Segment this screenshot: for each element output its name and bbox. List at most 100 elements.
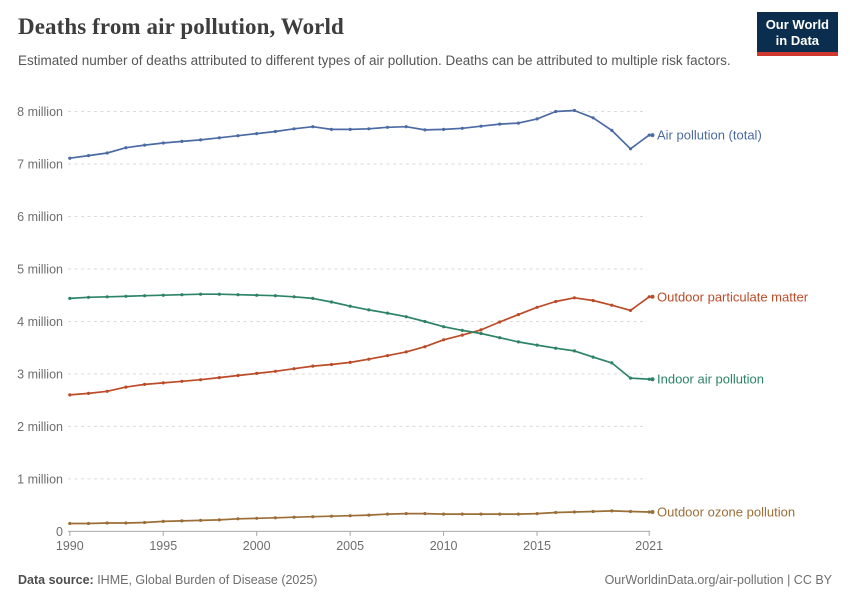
data-point — [143, 143, 147, 147]
series-line-outdoor-ozone-pollution — [68, 510, 651, 525]
data-point — [292, 367, 296, 371]
label-dot — [650, 294, 655, 299]
data-point — [236, 134, 240, 138]
data-point — [329, 127, 334, 131]
data-point — [255, 516, 259, 520]
data-point — [255, 132, 259, 136]
data-point — [161, 293, 165, 297]
y-tick-label: 4 million — [17, 315, 63, 329]
data-point — [554, 109, 558, 114]
data-point — [180, 519, 184, 523]
data-point — [329, 362, 334, 367]
data-point — [329, 514, 334, 518]
data-point — [442, 512, 446, 516]
label-dot — [650, 509, 655, 514]
owid-logo: Our World in Data — [756, 12, 838, 57]
data-point — [535, 117, 539, 121]
data-point — [86, 391, 91, 395]
data-point — [124, 146, 128, 150]
data-point — [68, 296, 72, 300]
y-tick-label: 1 million — [17, 472, 63, 486]
data-point — [628, 147, 633, 151]
chart-footer: Data source: IHME, Global Burden of Dise… — [18, 573, 832, 587]
owid-logo-line2: in Data — [775, 32, 820, 48]
data-point — [255, 371, 259, 375]
data-point — [217, 136, 221, 140]
data-point — [610, 303, 614, 307]
data-point — [199, 292, 203, 296]
data-point — [273, 129, 277, 134]
x-tick-label: 2010 — [430, 539, 458, 553]
data-point — [572, 108, 577, 113]
data-point — [105, 151, 109, 155]
data-point — [161, 519, 165, 524]
data-point — [516, 313, 521, 317]
data-point — [367, 308, 371, 312]
data-point — [86, 295, 91, 299]
data-point — [367, 127, 371, 131]
data-point — [516, 121, 521, 125]
data-point — [460, 512, 464, 516]
series-label-total: Air pollution (total) — [657, 128, 762, 143]
data-point — [385, 512, 390, 516]
x-tick-label: 2000 — [243, 539, 271, 553]
data-point — [161, 141, 165, 145]
data-point — [105, 389, 109, 393]
data-point — [479, 124, 483, 128]
data-point — [591, 298, 595, 303]
data-point — [404, 315, 408, 319]
data-point — [105, 521, 109, 525]
data-point — [124, 294, 128, 298]
series-label-indoor-air-pollution: Indoor air pollution — [657, 372, 764, 387]
data-point — [591, 116, 595, 120]
data-point — [498, 122, 502, 126]
data-point — [498, 320, 502, 324]
data-point — [479, 328, 483, 332]
data-source-note: Data source: IHME, Global Burden of Dise… — [18, 573, 317, 587]
data-point — [143, 382, 147, 386]
chart-subtitle: Estimated number of deaths attributed to… — [18, 53, 731, 68]
data-point — [479, 512, 483, 516]
data-point — [311, 515, 315, 519]
data-point — [516, 512, 521, 516]
data-point — [292, 515, 296, 519]
owid-logo-line1: Our World — [765, 17, 829, 32]
y-tick-label: 8 million — [17, 105, 63, 119]
data-point — [591, 355, 595, 359]
data-point — [498, 336, 502, 340]
data-point — [554, 299, 558, 304]
data-point — [404, 125, 408, 129]
data-point — [86, 521, 91, 526]
data-point — [161, 381, 165, 385]
data-point — [460, 328, 464, 332]
data-point — [348, 304, 352, 308]
data-point — [479, 331, 483, 336]
data-point — [385, 354, 390, 358]
data-point — [385, 125, 390, 129]
data-point — [348, 514, 352, 518]
data-point — [68, 393, 72, 397]
data-point — [572, 349, 577, 353]
data-point — [423, 128, 427, 132]
data-point — [423, 511, 427, 516]
series-outdoor-particulate-matter: Outdoor particulate matter — [68, 289, 809, 397]
data-point — [217, 376, 221, 380]
data-point — [460, 126, 464, 130]
data-point — [292, 127, 296, 131]
data-point — [292, 295, 296, 299]
data-point — [199, 378, 203, 382]
data-point — [404, 350, 408, 354]
series-line-outdoor-particulate-matter — [68, 295, 651, 396]
y-gridlines: 8 million 7 million 6 million 5 million 4 mi… — [17, 105, 647, 539]
y-tick-label: 6 million — [17, 210, 63, 224]
data-point — [348, 360, 352, 364]
data-point — [628, 376, 633, 380]
y-tick-label: 2 million — [17, 420, 63, 434]
data-point — [554, 346, 558, 350]
data-point — [236, 517, 240, 521]
data-point — [255, 293, 259, 297]
credit-note: OurWorldinData.org/air-pollution | CC BY — [604, 573, 832, 587]
data-point — [311, 296, 315, 300]
data-point — [572, 510, 577, 514]
